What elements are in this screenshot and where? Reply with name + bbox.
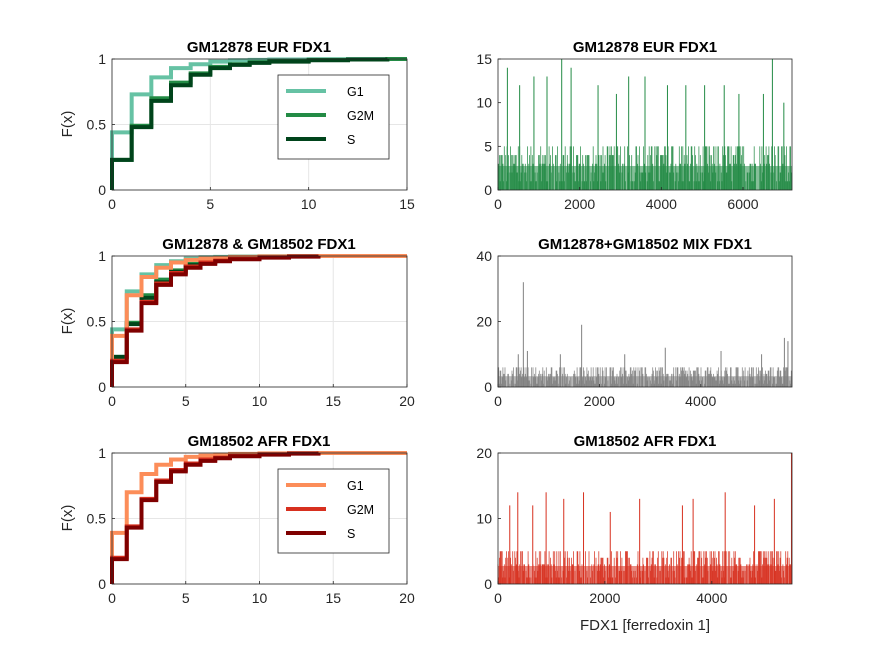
cdf-panel-combined-title: GM12878 & GM18502 FDX1 xyxy=(162,236,355,253)
x-tick-label: 5 xyxy=(206,196,214,212)
y-tick-label: 0 xyxy=(484,379,492,395)
legend-label: S xyxy=(347,133,355,147)
counts-panel-afr-xlabel: FDX1 [ferredoxin 1] xyxy=(580,617,710,634)
y-tick-label: 10 xyxy=(476,511,492,527)
legend-label: G1 xyxy=(347,479,364,493)
count-band xyxy=(498,565,792,584)
y-tick-label: 0 xyxy=(484,182,492,198)
y-tick-label: 1 xyxy=(98,445,106,461)
y-tick-label: 10 xyxy=(476,95,492,111)
legend-label: G1 xyxy=(347,85,364,99)
axes-box xyxy=(497,58,793,191)
cdf-panel-eur: GM12878 EUR FDX1 F(x) 0 5 10 15 0 0.5 1 G1 G2M S xyxy=(59,39,415,212)
counts-panel-eur-title: GM12878 EUR FDX1 xyxy=(573,39,717,56)
counts-panel-eur: GM12878 EUR FDX1 0 2000 4000 6000 0 5 10 15 xyxy=(476,39,793,212)
cdf-panel-eur-ylabel: F(x) xyxy=(59,111,76,138)
y-tick-label: 0.5 xyxy=(87,511,107,527)
x-tick-label: 4000 xyxy=(696,590,727,606)
x-tick-label: 10 xyxy=(301,196,317,212)
y-tick-label: 0 xyxy=(484,576,492,592)
cdf-panel-afr: GM18502 AFR FDX1 F(x) 0 5 10 15 20 0 0.5 1 G1 G2M… xyxy=(59,433,415,606)
cdf-series-line-2 xyxy=(110,451,321,584)
y-tick-label: 0 xyxy=(98,379,106,395)
x-tick-label: 2000 xyxy=(584,393,615,409)
counts-panel-afr: GM18502 AFR FDX1 FDX1 [ferredoxin 1] 0 20… xyxy=(476,433,793,634)
cdf-panel-combined: GM12878 & GM18502 FDX1 F(x) 0 5 10 15 20 0 0.5… xyxy=(59,236,415,409)
y-tick-label: 0 xyxy=(98,576,106,592)
x-tick-label: 4000 xyxy=(685,393,716,409)
x-tick-label: 20 xyxy=(399,393,415,409)
cdf-panel-afr-title: GM18502 AFR FDX1 xyxy=(188,433,331,450)
x-tick-label: 15 xyxy=(325,590,341,606)
x-tick-label: 15 xyxy=(325,393,341,409)
cdf-panel-eur-title: GM12878 EUR FDX1 xyxy=(187,39,331,56)
cdf-panel-afr-ylabel: F(x) xyxy=(59,505,76,532)
x-tick-label: 5 xyxy=(182,590,190,606)
x-tick-label: 15 xyxy=(399,196,415,212)
counts-panel-mix-title: GM12878+GM18502 MIX FDX1 xyxy=(538,236,752,253)
count-band xyxy=(498,376,792,387)
x-tick-label: 0 xyxy=(108,196,116,212)
x-tick-label: 10 xyxy=(252,590,268,606)
x-tick-label: 0 xyxy=(494,590,502,606)
y-tick-label: 1 xyxy=(98,248,106,264)
y-tick-label: 20 xyxy=(476,314,492,330)
y-tick-label: 0.5 xyxy=(87,314,107,330)
y-tick-label: 0.5 xyxy=(87,117,107,133)
counts-panel-afr-title: GM18502 AFR FDX1 xyxy=(574,433,717,450)
x-tick-label: 4000 xyxy=(646,196,677,212)
y-tick-label: 20 xyxy=(476,445,492,461)
y-tick-label: 0 xyxy=(98,182,106,198)
legend-label: G2M xyxy=(347,503,374,517)
counts-panel-mix: GM12878+GM18502 MIX FDX1 0 2000 4000 0 20 40 xyxy=(476,236,793,409)
x-tick-label: 0 xyxy=(108,590,116,606)
y-tick-label: 5 xyxy=(484,138,492,154)
x-tick-label: 6000 xyxy=(727,196,758,212)
x-tick-label: 0 xyxy=(108,393,116,409)
cdf-panel-combined-ylabel: F(x) xyxy=(59,308,76,335)
x-tick-label: 5 xyxy=(182,393,190,409)
legend-label: S xyxy=(347,527,355,541)
x-tick-label: 2000 xyxy=(589,590,620,606)
x-tick-label: 0 xyxy=(494,393,502,409)
x-tick-label: 10 xyxy=(252,393,268,409)
y-tick-label: 40 xyxy=(476,248,492,264)
y-tick-label: 1 xyxy=(98,51,106,67)
x-tick-label: 0 xyxy=(494,196,502,212)
x-tick-label: 20 xyxy=(399,590,415,606)
cdf-series-line-2 xyxy=(110,57,390,190)
cdf-series-line-5 xyxy=(110,254,321,387)
x-tick-label: 2000 xyxy=(564,196,595,212)
legend-label: G2M xyxy=(347,109,374,123)
y-tick-label: 15 xyxy=(476,51,492,67)
